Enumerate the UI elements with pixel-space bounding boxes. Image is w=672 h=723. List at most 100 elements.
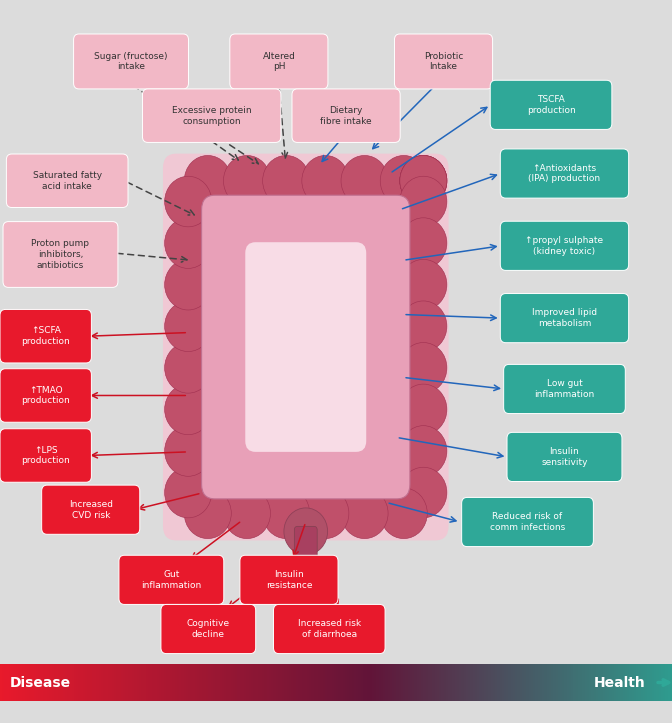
- FancyBboxPatch shape: [504, 364, 625, 414]
- Bar: [659, 664, 661, 701]
- Bar: [553, 664, 556, 701]
- Circle shape: [165, 467, 212, 518]
- Circle shape: [263, 155, 310, 206]
- Bar: [101, 664, 103, 701]
- Bar: [173, 664, 175, 701]
- Circle shape: [400, 343, 447, 393]
- Bar: [506, 664, 509, 701]
- FancyBboxPatch shape: [394, 34, 493, 89]
- Bar: [257, 664, 260, 701]
- Bar: [519, 664, 522, 701]
- Bar: [166, 664, 168, 701]
- Text: Cognitive
decline: Cognitive decline: [187, 619, 230, 639]
- Bar: [7, 664, 9, 701]
- Bar: [515, 664, 517, 701]
- Circle shape: [400, 467, 447, 518]
- Bar: [560, 664, 562, 701]
- Bar: [612, 664, 614, 701]
- FancyBboxPatch shape: [507, 432, 622, 482]
- Bar: [652, 664, 654, 701]
- Text: Sugar (fructose)
intake: Sugar (fructose) intake: [94, 51, 168, 72]
- Bar: [304, 664, 307, 701]
- Bar: [143, 664, 146, 701]
- Circle shape: [341, 155, 388, 206]
- Bar: [179, 664, 181, 701]
- Bar: [217, 664, 220, 701]
- Bar: [230, 664, 233, 701]
- Bar: [390, 664, 392, 701]
- Bar: [282, 664, 284, 701]
- Bar: [566, 664, 569, 701]
- Bar: [459, 664, 462, 701]
- Bar: [403, 664, 405, 701]
- Bar: [62, 664, 65, 701]
- Text: ↑SCFA
production: ↑SCFA production: [22, 326, 70, 346]
- Bar: [271, 664, 274, 701]
- Bar: [663, 664, 665, 701]
- Bar: [529, 664, 531, 701]
- Bar: [76, 664, 79, 701]
- Text: Increased
CVD risk: Increased CVD risk: [69, 500, 113, 520]
- Text: ↑Antioxidants
(IPA) production: ↑Antioxidants (IPA) production: [528, 163, 601, 184]
- Bar: [571, 664, 573, 701]
- Bar: [486, 664, 489, 701]
- Circle shape: [165, 343, 212, 393]
- Bar: [280, 664, 282, 701]
- Text: Saturated fatty
acid intake: Saturated fatty acid intake: [33, 171, 101, 191]
- Bar: [466, 664, 468, 701]
- Circle shape: [400, 384, 447, 435]
- Bar: [374, 664, 376, 701]
- Circle shape: [400, 301, 447, 351]
- FancyBboxPatch shape: [142, 89, 281, 142]
- Bar: [249, 664, 251, 701]
- Text: Probiotic
Intake: Probiotic Intake: [424, 51, 463, 72]
- Bar: [119, 664, 121, 701]
- Bar: [540, 664, 542, 701]
- Circle shape: [400, 176, 447, 227]
- Ellipse shape: [284, 508, 327, 555]
- Bar: [159, 664, 161, 701]
- Bar: [161, 664, 163, 701]
- Bar: [264, 664, 267, 701]
- Bar: [524, 664, 526, 701]
- Circle shape: [165, 176, 212, 227]
- Bar: [562, 664, 564, 701]
- Bar: [300, 664, 302, 701]
- Bar: [5, 664, 7, 701]
- FancyBboxPatch shape: [230, 34, 328, 89]
- Bar: [670, 664, 672, 701]
- Bar: [175, 664, 177, 701]
- Bar: [636, 664, 638, 701]
- Bar: [585, 664, 587, 701]
- Bar: [170, 664, 173, 701]
- Circle shape: [380, 488, 427, 539]
- Bar: [556, 664, 558, 701]
- Bar: [452, 664, 455, 701]
- Bar: [146, 664, 148, 701]
- Bar: [583, 664, 585, 701]
- Bar: [237, 664, 240, 701]
- Bar: [34, 664, 36, 701]
- Bar: [79, 664, 81, 701]
- Bar: [361, 664, 363, 701]
- Bar: [345, 664, 347, 701]
- Circle shape: [400, 155, 447, 206]
- FancyBboxPatch shape: [202, 195, 410, 499]
- Bar: [589, 664, 591, 701]
- Bar: [650, 664, 652, 701]
- Bar: [533, 664, 536, 701]
- Text: Insulin
resistance: Insulin resistance: [265, 570, 312, 590]
- Bar: [235, 664, 237, 701]
- Bar: [197, 664, 200, 701]
- Bar: [213, 664, 215, 701]
- FancyBboxPatch shape: [0, 429, 91, 482]
- Bar: [462, 664, 464, 701]
- Bar: [517, 664, 519, 701]
- Bar: [378, 664, 381, 701]
- Bar: [42, 664, 45, 701]
- Bar: [428, 664, 430, 701]
- Bar: [536, 664, 538, 701]
- Bar: [457, 664, 459, 701]
- Bar: [112, 664, 114, 701]
- Bar: [0, 664, 2, 701]
